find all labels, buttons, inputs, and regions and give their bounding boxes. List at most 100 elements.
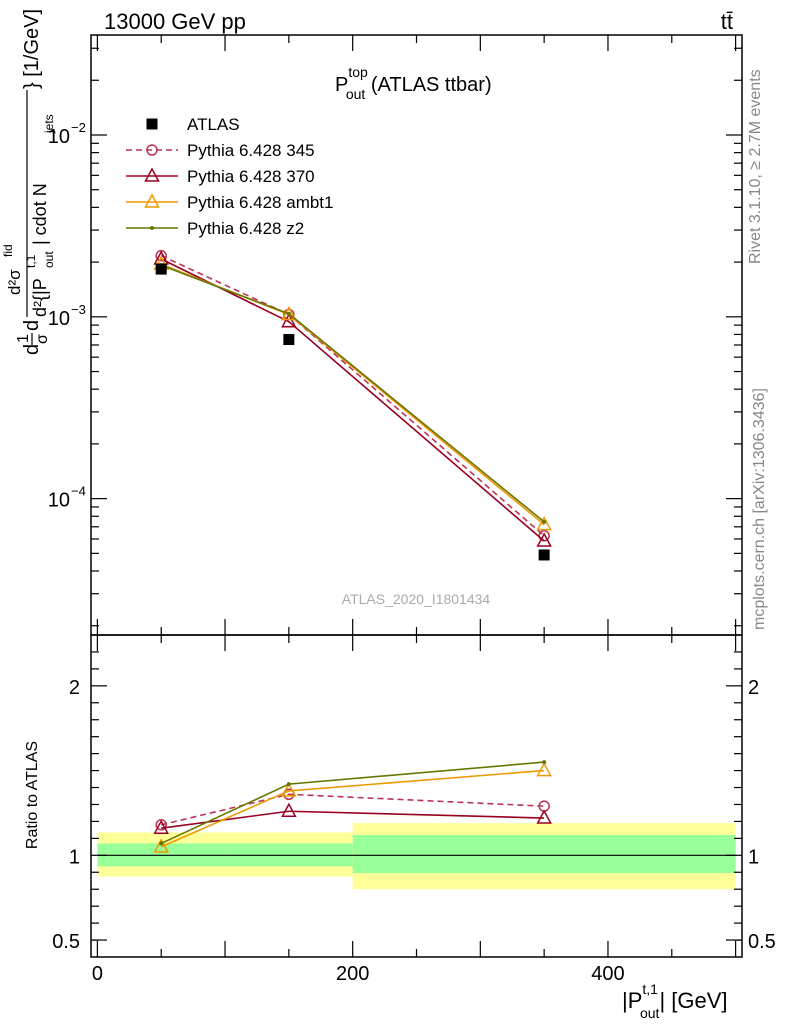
xtick-label: 200 [336, 963, 369, 985]
ylabel-num: d²σ [5, 269, 24, 295]
ratio-line-pythia-6-428-345 [161, 793, 545, 826]
xlabel-sup: t,1 [642, 981, 658, 997]
legend-label-atlas: ATLAS [187, 115, 240, 134]
main-ytick-label: 10 [48, 126, 70, 148]
ylabel-d: d [21, 320, 43, 331]
mcplots-label: mcplots.cern.ch [arXiv:1306.3436] [751, 388, 768, 630]
legend-label-pythia-6-428-ambt1: Pythia 6.428 ambt1 [187, 193, 333, 212]
main-series-layer [153, 249, 552, 561]
main-axes: 10−210−310−4 [48, 35, 742, 635]
legend-label-pythia-6-428-370: Pythia 6.428 370 [187, 167, 315, 186]
point-pythia-6-428-370 [281, 313, 297, 328]
ratio-ylabel: Ratio to ATLAS [24, 741, 41, 849]
ratio-point-pythia-6-428-z2 [286, 782, 291, 787]
main-ytick-label-exp: −4 [71, 484, 86, 499]
point-pythia-6-428-370 [536, 532, 552, 547]
legend-label-pythia-6-428-345: Pythia 6.428 345 [187, 141, 315, 160]
series-pythia-6-428-ambt1 [153, 255, 552, 531]
legend-entry-atlas: ATLAS [146, 115, 240, 134]
point-pythia-6-428-ambt1 [536, 516, 552, 531]
series-line-pythia-6-428-370 [160, 258, 545, 542]
main-title-sup: top [348, 64, 368, 80]
point-pythia-6-428-z2 [542, 519, 547, 524]
ratio-series-layer [153, 760, 552, 853]
ratio-point-pythia-6-428-370 [536, 809, 552, 824]
main-ytick-label: 10 [48, 308, 70, 330]
ratio-axes: 0.5 0.5 1 1 2 2 0 200 400 [52, 635, 776, 985]
ylabel-num-sup: fid [1, 244, 15, 257]
ratio-panel: 0.5 0.5 1 1 2 2 0 200 400 Ratio to ATLAS |Pt,1 ou… [24, 634, 776, 1021]
legend-entry-pythia-6-428-z2: Pythia 6.428 z2 [126, 219, 304, 238]
point-pythia-6-428-z2 [286, 311, 291, 316]
ylabel-close: } [1/GeV] [21, 9, 43, 89]
ratio-ytick-label-right: 0.5 [748, 931, 776, 953]
ratio-line-pythia-6-428-ambt1 [160, 769, 545, 848]
ratio-series-pythia-6-428-370 [153, 802, 552, 834]
main-ylabel: d 1 σ d d²σ fid d²{|P t,1 out | cdot N j… [1, 9, 56, 355]
series-atlas [155, 263, 550, 561]
main-ytick-label: 10 [48, 490, 70, 512]
legend-marker-pythia-6-428-z2 [150, 226, 154, 230]
xlabel-main: |P [622, 988, 642, 1013]
ratio-uncertainty-bands [97, 823, 736, 890]
ratio-point-pythia-6-428-370 [153, 819, 169, 834]
series-line-pythia-6-428-z2 [160, 264, 545, 523]
ratio-point-pythia-6-428-ambt1 [536, 762, 552, 777]
xlabel: |Pt,1 out| [GeV] [622, 981, 728, 1021]
ratio-plot-frame [90, 634, 743, 958]
series-pythia-6-428-370 [153, 250, 552, 547]
series-pythia-6-428-345 [155, 249, 550, 542]
main-ytick-label-exp: −2 [71, 120, 86, 135]
main-ytick-label-exp: −3 [71, 302, 86, 317]
main-title-suffix: (ATLAS ttbar) [365, 74, 491, 96]
point-atlas [538, 549, 550, 561]
xtick-label: 400 [591, 963, 624, 985]
xlabel-sub: out [640, 1005, 660, 1021]
ylabel-den: d²{|P [30, 278, 50, 317]
ylabel-den-rest-sub: jets [42, 114, 56, 134]
ratio-band-green [352, 834, 736, 874]
ratio-point-pythia-6-428-z2 [159, 841, 164, 846]
main-title-sub: out [346, 86, 366, 102]
ratio-point-pythia-6-428-ambt1 [281, 782, 297, 797]
main-title-p: P [335, 74, 348, 96]
xtick-label: 0 [92, 963, 103, 985]
series-line-pythia-6-428-345 [160, 254, 545, 537]
legend-marker-pythia-6-428-345 [146, 144, 158, 156]
ratio-point-pythia-6-428-ambt1 [153, 838, 169, 853]
legend-marker-pythia-6-428-ambt1 [144, 193, 160, 208]
ylabel-frac-den: σ [34, 334, 51, 344]
ratio-ytick-label-right: 1 [748, 846, 759, 868]
point-atlas [155, 263, 167, 275]
legend-entry-pythia-6-428-ambt1: Pythia 6.428 ambt1 [126, 193, 333, 212]
xlabel-rest: | [GeV] [659, 988, 727, 1013]
ratio-series-pythia-6-428-ambt1 [153, 762, 552, 853]
ratio-line-pythia-6-428-370 [161, 810, 545, 829]
rivet-label: Rivet 3.1.10, ≥ 2.7M events [747, 69, 764, 264]
ratio-point-pythia-6-428-z2 [542, 760, 547, 765]
ratio-ytick-label: 0.5 [52, 931, 80, 953]
ratio-ytick-label: 1 [69, 846, 80, 868]
ratio-series-pythia-6-428-z2 [159, 760, 547, 846]
legend-marker-atlas [146, 118, 158, 130]
ratio-point-pythia-6-428-370 [281, 802, 297, 818]
ratio-ytick-label-right: 2 [748, 677, 759, 699]
main-title: Ptop out (ATLAS ttbar) [335, 64, 492, 102]
main-panel: 10−210−310−4 Ptop out (ATLAS ttbar) ATLAS… [1, 9, 743, 636]
point-atlas [283, 334, 295, 346]
ylabel-frac-num: 1 [15, 334, 32, 343]
legend-marker-pythia-6-428-370 [144, 167, 160, 182]
ylabel-den-rest: | cdot N [30, 183, 50, 245]
legend-entry-pythia-6-428-345: Pythia 6.428 345 [126, 141, 315, 160]
process-label: tt̄ [721, 9, 733, 34]
legend: ATLAS Pythia 6.428 345 Pythia 6.428 370 Pyt… [126, 115, 333, 238]
analysis-label: ATLAS_2020_I1801434 [342, 591, 491, 607]
ylabel-prefix: d [21, 344, 43, 355]
series-pythia-6-428-z2 [159, 263, 547, 524]
ratio-ytick-label: 2 [69, 677, 80, 699]
legend-entry-pythia-6-428-370: Pythia 6.428 370 [126, 167, 315, 186]
legend-label-pythia-6-428-z2: Pythia 6.428 z2 [187, 219, 304, 238]
ylabel-den-sub: out [42, 251, 56, 268]
point-pythia-6-428-ambt1 [281, 305, 297, 321]
